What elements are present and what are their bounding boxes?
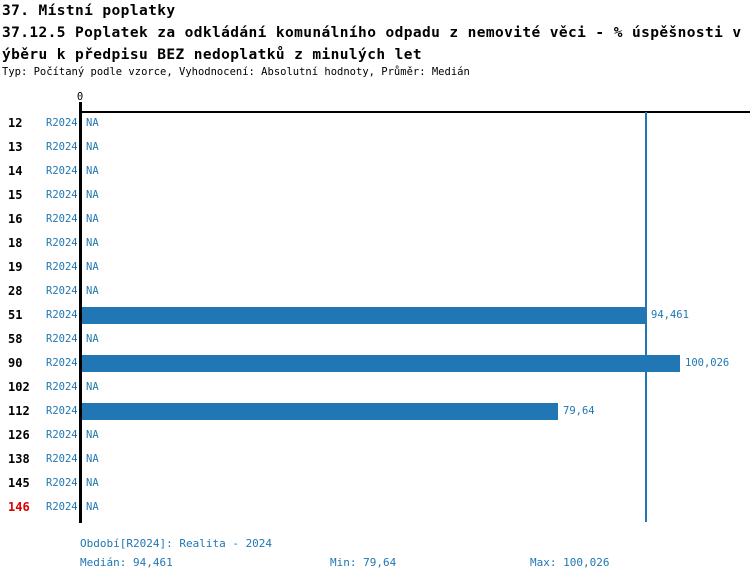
row-period-label: R2024 <box>46 117 78 129</box>
row-period-label: R2024 <box>46 333 78 345</box>
row-na-label: NA <box>86 261 99 273</box>
row-id-label: 145 <box>8 476 30 490</box>
row-id-label: 19 <box>8 260 23 274</box>
x-axis-zero-tick-label: 0 <box>76 91 84 103</box>
row-id-label: 15 <box>8 188 23 202</box>
row-id-label: 51 <box>8 308 23 322</box>
row-id-label: 18 <box>8 236 23 250</box>
row-id-label: 16 <box>8 212 23 226</box>
row-na-label: NA <box>86 189 99 201</box>
row-id-label: 58 <box>8 332 23 346</box>
row-id-label: 112 <box>8 404 30 418</box>
row-id-label: 28 <box>8 284 23 298</box>
row-id-label: 102 <box>8 380 30 394</box>
row-na-label: NA <box>86 477 99 489</box>
row-na-label: NA <box>86 429 99 441</box>
y-axis-line <box>79 102 82 523</box>
row-period-label: R2024 <box>46 477 78 489</box>
row-na-label: NA <box>86 237 99 249</box>
bar-value-label: 79,64 <box>563 405 595 417</box>
footer-max-stat: Max: 100,026 <box>530 556 610 569</box>
row-na-label: NA <box>86 501 99 513</box>
row-period-label: R2024 <box>46 285 78 297</box>
report-title-line2: ýběru k předpisu BEZ nedoplatků z minulý… <box>2 47 422 63</box>
row-na-label: NA <box>86 285 99 297</box>
row-id-label: 12 <box>8 116 23 130</box>
row-na-label: NA <box>86 213 99 225</box>
row-na-label: NA <box>86 453 99 465</box>
footer-median-stat: Medián: 94,461 <box>80 556 173 569</box>
bar <box>82 403 558 420</box>
row-na-label: NA <box>86 381 99 393</box>
footer-period-info: Období[R2024]: Realita - 2024 <box>80 537 273 550</box>
row-na-label: NA <box>86 117 99 129</box>
footer-min-stat: Min: 79,64 <box>330 556 397 569</box>
row-id-label: 90 <box>8 356 23 370</box>
row-id-label: 146 <box>8 500 30 514</box>
row-id-label: 14 <box>8 164 23 178</box>
row-period-label: R2024 <box>46 141 78 153</box>
x-axis-top-line <box>79 111 750 113</box>
row-period-label: R2024 <box>46 309 78 321</box>
row-period-label: R2024 <box>46 381 78 393</box>
median-line <box>645 112 647 522</box>
row-period-label: R2024 <box>46 357 78 369</box>
row-na-label: NA <box>86 141 99 153</box>
row-period-label: R2024 <box>46 453 78 465</box>
row-id-label: 13 <box>8 140 23 154</box>
row-period-label: R2024 <box>46 405 78 417</box>
row-period-label: R2024 <box>46 501 78 513</box>
row-period-label: R2024 <box>46 429 78 441</box>
row-period-label: R2024 <box>46 237 78 249</box>
row-period-label: R2024 <box>46 189 78 201</box>
row-period-label: R2024 <box>46 213 78 225</box>
report-section-title: 37. Místní poplatky <box>2 3 176 19</box>
row-id-label: 126 <box>8 428 30 442</box>
bar <box>82 355 680 372</box>
row-id-label: 138 <box>8 452 30 466</box>
bar-value-label: 100,026 <box>685 357 730 369</box>
report-title-line1: 37.12.5 Poplatek za odkládání komunálníh… <box>2 25 742 41</box>
row-period-label: R2024 <box>46 165 78 177</box>
row-na-label: NA <box>86 333 99 345</box>
bar <box>82 307 646 324</box>
row-na-label: NA <box>86 165 99 177</box>
report-meta-info: Typ: Počítaný podle vzorce, Vyhodnocení:… <box>2 66 470 78</box>
bar-value-label: 94,461 <box>651 309 689 321</box>
row-period-label: R2024 <box>46 261 78 273</box>
